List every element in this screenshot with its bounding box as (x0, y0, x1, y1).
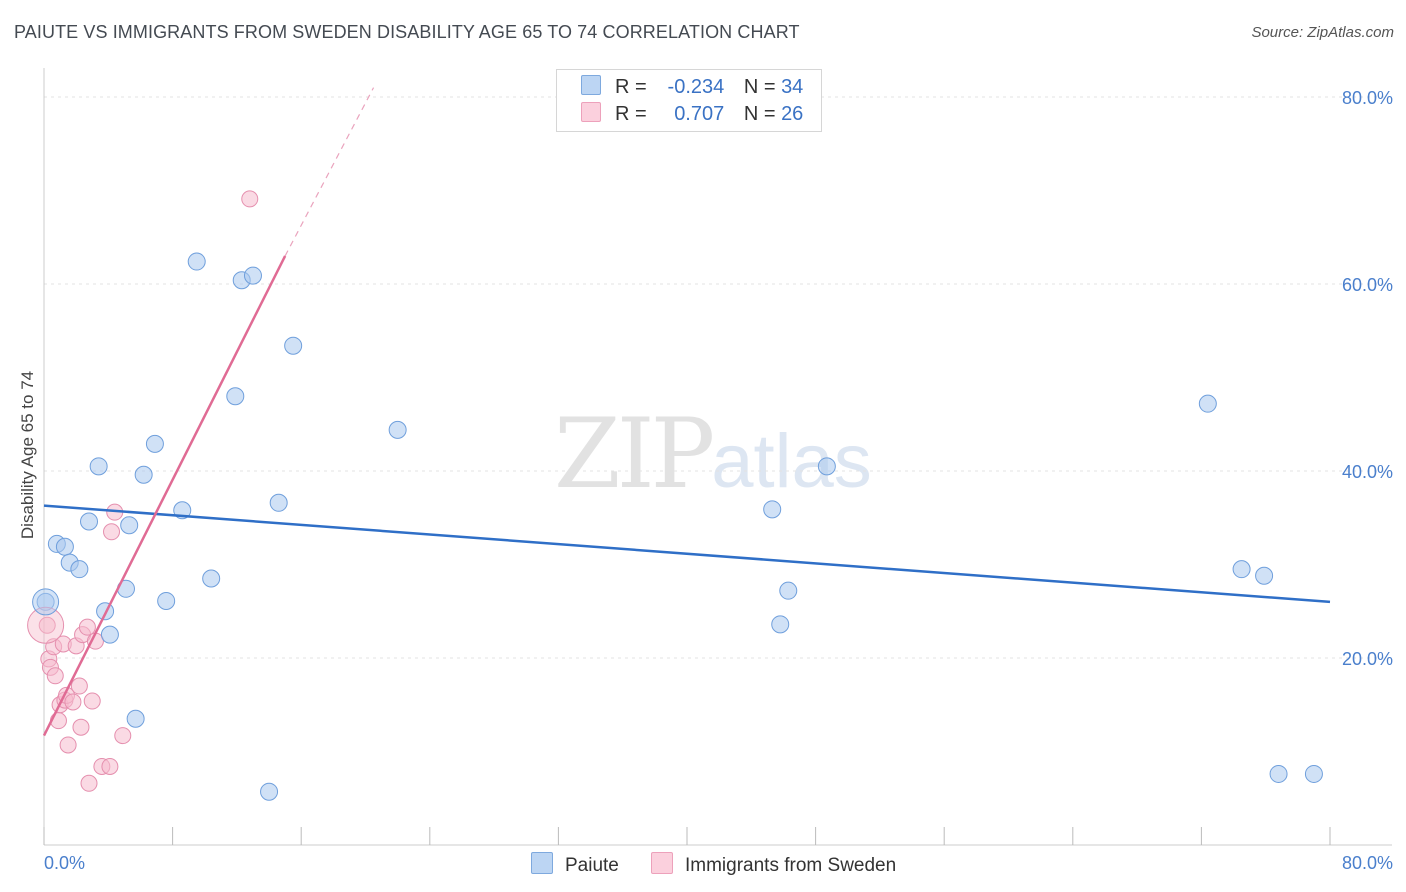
paiute-point (260, 782, 279, 801)
paiute-point (763, 500, 782, 519)
sweden-point (78, 618, 96, 636)
paiute-point (771, 615, 790, 634)
legend-r-value: -0.234 (667, 76, 725, 98)
x-tick-label: 80.0% (1342, 853, 1393, 873)
paiute-point (89, 457, 108, 476)
sweden-trend-extension (284, 87, 375, 257)
sweden-point (46, 667, 64, 685)
legend-n-value: 26 (781, 103, 804, 125)
paiute-point (243, 266, 262, 285)
bottom-legend-swatch-sweden (651, 852, 673, 874)
paiute-point (80, 512, 99, 531)
legend-r-label: R = (615, 103, 647, 125)
paiute-point (145, 434, 164, 453)
sweden-point (103, 523, 121, 541)
paiute-trend-line (43, 504, 1331, 604)
paiute-point (1232, 560, 1251, 579)
paiute-point (187, 252, 206, 271)
paiute-point (269, 493, 288, 512)
sweden-point (38, 616, 56, 634)
bottom-legend-label-sweden: Immigrants from Sweden (685, 855, 897, 876)
paiute-point (388, 420, 407, 439)
y-tick-label: 20.0% (1342, 649, 1393, 669)
paiute-point (1269, 764, 1288, 783)
paiute-point (70, 560, 89, 579)
legend-r-label: R = (615, 76, 647, 98)
paiute-point (226, 387, 245, 406)
y-tick-label: 40.0% (1342, 462, 1393, 482)
paiute-point (96, 602, 115, 621)
legend-n-value: 34 (781, 76, 804, 98)
sweden-point (80, 774, 98, 792)
paiute-point (1255, 566, 1274, 585)
watermark-atlas: atlas (711, 419, 872, 504)
sweden-point (72, 718, 90, 736)
bottom-legend-swatch-paiute (531, 852, 553, 874)
bottom-legend-label-paiute: Paiute (565, 855, 619, 876)
paiute-point (284, 336, 303, 355)
watermark-zip: ZIP (554, 398, 715, 510)
paiute-point (100, 625, 119, 644)
x-tick-label: 0.0% (44, 853, 85, 873)
paiute-point (779, 581, 798, 600)
paiute-point (202, 569, 221, 588)
sweden-point (83, 692, 101, 710)
sweden-point (64, 693, 82, 711)
zipatlas-watermark: ZIPatlas (554, 398, 872, 510)
bottom-legend-paiute: Paiute (531, 852, 619, 877)
y-tick-label: 60.0% (1342, 275, 1393, 295)
legend-swatch-sweden (581, 102, 601, 122)
paiute-point (1304, 764, 1323, 783)
legend-r-value: 0.707 (674, 103, 725, 125)
legend-swatch-paiute (581, 75, 601, 95)
legend-row-paiute: R = -0.234 N = 34 (581, 75, 803, 99)
paiute-point (126, 709, 145, 728)
y-tick-label: 80.0% (1342, 88, 1393, 108)
sweden-point (70, 677, 88, 695)
paiute-point-large (32, 588, 60, 616)
stats-legend: R = -0.234 N = 34 R = 0.707 N = 26 (556, 69, 822, 132)
paiute-point (817, 457, 836, 476)
legend-n-label: N = (743, 103, 776, 125)
y-axis-label: Disability Age 65 to 74 (18, 370, 37, 540)
sweden-point (59, 736, 77, 754)
paiute-point (55, 537, 74, 556)
chart-title: PAIUTE VS IMMIGRANTS FROM SWEDEN DISABIL… (14, 22, 800, 42)
paiute-point (120, 516, 139, 535)
legend-n-label: N = (743, 76, 776, 98)
legend-row-sweden: R = 0.707 N = 26 (581, 102, 803, 126)
sweden-point (241, 190, 259, 208)
bottom-legend-sweden: Immigrants from Sweden (651, 852, 896, 877)
source-label: Source: ZipAtlas.com (1251, 24, 1394, 41)
paiute-point (157, 591, 176, 610)
sweden-point (114, 727, 132, 745)
paiute-point (134, 465, 153, 484)
paiute-point (1198, 394, 1217, 413)
sweden-trend-line (42, 255, 287, 737)
sweden-point (101, 757, 119, 775)
